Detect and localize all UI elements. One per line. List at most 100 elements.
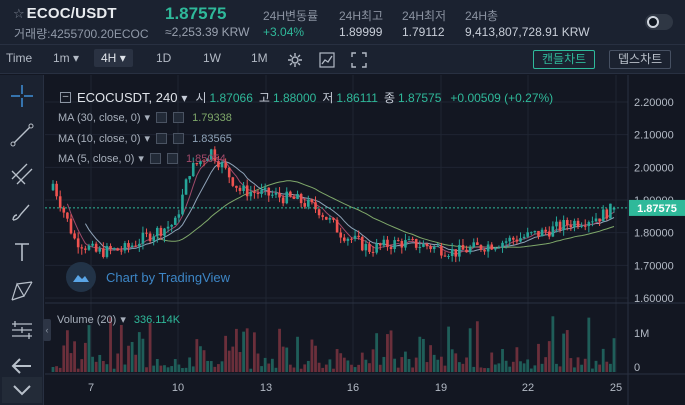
volume-bar: [299, 368, 303, 372]
volume-bar: [83, 342, 87, 372]
symbol-label[interactable]: ECOCUSDT, 240: [77, 90, 178, 105]
candle-body: [317, 209, 321, 216]
trend-line-icon[interactable]: [9, 122, 35, 148]
candle-body: [173, 217, 177, 225]
candle-body: [188, 176, 191, 180]
stat-change-label: 24H변동률: [263, 9, 319, 23]
volume-bar: [256, 353, 260, 372]
candle-body: [224, 162, 227, 168]
candle-body: [141, 232, 145, 244]
volume-legend[interactable]: Volume (20) ▾ 336.114K: [57, 313, 180, 327]
settings-icon[interactable]: [149, 153, 161, 164]
ticker-header: ☆ ECOC/USDT 거래량:4255700.20ECOC 1.87575 ≈…: [0, 0, 685, 44]
candle-body: [375, 243, 378, 253]
volume-bar: [598, 364, 602, 372]
interval-1m-dropdown[interactable]: 1m ▾: [53, 51, 79, 65]
candle-body: [307, 199, 310, 207]
y-tick-label: 1.60000: [634, 293, 674, 305]
candle-body: [422, 243, 425, 247]
candle-body: [501, 242, 504, 248]
price-chart[interactable]: 2.200002.100002.000001.900001.800001.700…: [45, 75, 685, 405]
ma30-label: MA (30, close, 0): [58, 111, 141, 124]
measure-icon[interactable]: [9, 317, 35, 343]
candle-body: [432, 246, 436, 250]
stat-high-value: 1.89999: [339, 25, 383, 39]
volume-bar: [51, 366, 55, 372]
candle-body: [274, 192, 278, 195]
candle-body: [123, 243, 127, 251]
fullscreen-icon[interactable]: [351, 52, 367, 68]
volume-bar: [332, 368, 335, 372]
settings-icon[interactable]: [156, 133, 168, 144]
collapse-toolbar-handle[interactable]: ‹: [43, 319, 51, 341]
chevron-down-icon[interactable]: ▾: [181, 90, 188, 105]
candle-body: [591, 221, 594, 223]
candle-body: [504, 241, 508, 243]
candle-body: [84, 248, 87, 250]
fib-tool-icon[interactable]: [9, 161, 35, 187]
candle-body: [260, 189, 263, 195]
volume-bar: [565, 330, 569, 372]
collapse-legend-icon[interactable]: –: [60, 92, 71, 103]
tradingview-watermark[interactable]: Chart by TradingView: [66, 262, 230, 292]
candle-body: [66, 212, 69, 219]
candle-body: [116, 248, 120, 251]
interval-1w-button[interactable]: 1W: [203, 51, 221, 65]
ma5-legend[interactable]: MA (5, close, 0) ▾ 1.85054: [58, 152, 226, 166]
candle-body: [533, 230, 537, 233]
close-icon[interactable]: [173, 112, 185, 123]
ma10-legend[interactable]: MA (10, close, 0) ▾ 1.83565: [58, 132, 232, 146]
candle-body: [476, 242, 479, 245]
volume-bar: [188, 357, 192, 372]
candle-body: [249, 191, 253, 197]
y-tick-label: 2.10000: [634, 130, 674, 142]
interval-1d-button[interactable]: 1D: [156, 51, 172, 65]
chevron-down-icon[interactable]: [2, 377, 42, 403]
pattern-tool-icon[interactable]: [9, 278, 35, 304]
candle-body: [80, 247, 84, 249]
candle-chart-button[interactable]: 캔들차트: [533, 50, 596, 69]
settings-icon[interactable]: [156, 112, 168, 123]
candle-body: [407, 238, 411, 240]
stat-change-value: +3.04%: [263, 25, 305, 39]
volume-bar: [328, 359, 332, 372]
volume-tick-label: 1M: [634, 328, 649, 340]
volume-bar: [605, 361, 609, 372]
close-icon[interactable]: [173, 133, 185, 144]
candle-body: [580, 225, 583, 227]
candle-body: [540, 229, 544, 237]
candle-body: [544, 229, 547, 232]
pair-title[interactable]: ☆ ECOC/USDT: [13, 5, 117, 22]
volume-bar: [429, 345, 432, 372]
volume-bar: [303, 364, 307, 372]
brush-icon[interactable]: [9, 200, 35, 226]
theme-toggle[interactable]: [645, 14, 673, 30]
close-icon[interactable]: [166, 153, 178, 164]
favorite-star-icon[interactable]: ☆: [13, 5, 25, 21]
candle-body: [558, 221, 562, 231]
volume-bar: [55, 366, 58, 372]
volume-bar: [281, 346, 285, 372]
candle-body: [364, 244, 368, 251]
settings-gear-icon[interactable]: [287, 52, 303, 68]
volume-bar: [227, 350, 231, 372]
candle-body: [609, 203, 612, 219]
indicators-icon[interactable]: [319, 52, 335, 68]
candle-body: [360, 237, 364, 251]
arrow-left-icon[interactable]: [9, 353, 35, 379]
ma-line: [157, 180, 615, 248]
interval-1mo-button[interactable]: 1M: [251, 51, 268, 65]
depth-chart-button[interactable]: 뎁스차트: [609, 50, 672, 69]
x-tick-label: 7: [88, 382, 94, 394]
crosshair-icon[interactable]: [9, 83, 35, 109]
volume-bar: [209, 361, 213, 372]
volume-bar: [170, 366, 174, 372]
candle-body: [515, 239, 519, 242]
stat-low-value: 1.79112: [402, 25, 445, 39]
text-tool-icon[interactable]: [9, 239, 35, 265]
volume-bar: [220, 361, 224, 372]
interval-4h-dropdown[interactable]: 4H ▾: [94, 49, 133, 67]
pair-name: ECOC/USDT: [26, 5, 117, 22]
ma30-legend[interactable]: MA (30, close, 0) ▾ 1.79338: [58, 111, 232, 125]
volume-bar: [422, 338, 425, 372]
